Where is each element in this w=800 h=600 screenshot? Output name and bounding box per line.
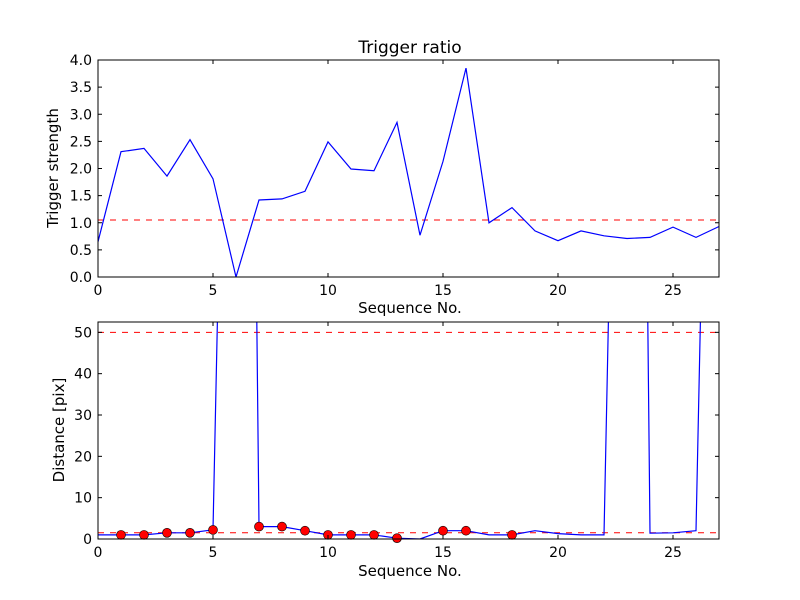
y-tick-label: 3.0 (70, 107, 92, 123)
data-point-marker (438, 525, 448, 536)
x-tick-label: 5 (209, 545, 218, 561)
y-tick-label: 50 (74, 325, 92, 341)
data-point-marker (185, 527, 195, 538)
y-axis-label: Distance [pix] (50, 378, 68, 483)
x-tick-label: 25 (664, 545, 682, 561)
x-tick-label: 15 (434, 545, 452, 561)
y-tick-label: 2.0 (70, 162, 92, 178)
data-point-marker (208, 525, 218, 535)
y-tick-label: 0.0 (70, 270, 92, 286)
data-point-marker (346, 530, 356, 540)
y-tick-label: 20 (74, 449, 92, 465)
y-tick-label: 30 (74, 408, 92, 424)
y-tick-label: 10 (74, 491, 92, 507)
data-point-marker (139, 530, 149, 540)
y-axis-label: Trigger strength (44, 108, 62, 229)
y-tick-label: 1.0 (70, 216, 92, 232)
data-point-marker (369, 530, 379, 540)
y-tick-label: 0 (83, 532, 92, 548)
chart-title: Trigger ratio (357, 38, 461, 58)
data-point-marker (392, 533, 402, 543)
data-point-marker (116, 530, 126, 540)
data-point-marker (507, 530, 517, 540)
x-tick-label: 10 (319, 283, 337, 299)
y-tick-label: 0.5 (70, 243, 92, 259)
x-tick-label: 0 (94, 283, 103, 299)
x-axis-label: Sequence No. (358, 299, 462, 317)
data-point-marker (300, 525, 310, 536)
x-tick-label: 15 (434, 283, 452, 299)
data-point-marker (461, 525, 471, 536)
x-tick-label: 20 (549, 283, 567, 299)
series-line (98, 67, 719, 277)
data-point-marker (162, 527, 172, 538)
y-tick-label: 2.5 (70, 134, 92, 150)
y-tick-label: 4.0 (70, 53, 92, 69)
data-point-marker (254, 521, 264, 532)
x-tick-label: 0 (94, 545, 103, 561)
trigger-ratio-chart: Trigger ratio Trigger strength Sequence … (44, 38, 720, 317)
x-tick-label: 25 (664, 283, 682, 299)
y-tick-label: 40 (74, 367, 92, 383)
y-tick-label: 1.5 (70, 189, 92, 205)
x-axis-label: Sequence No. (358, 562, 462, 580)
distance-chart: Distance [pix] Sequence No. 0 5 10 15 20 25 0 1… (50, 321, 720, 580)
x-tick-label: 10 (319, 545, 337, 561)
x-tick-label: 20 (549, 545, 567, 561)
x-tick-label: 5 (209, 283, 218, 299)
axes-frame (97, 321, 720, 540)
y-tick-label: 3.5 (70, 80, 92, 96)
data-point-marker (277, 521, 287, 532)
